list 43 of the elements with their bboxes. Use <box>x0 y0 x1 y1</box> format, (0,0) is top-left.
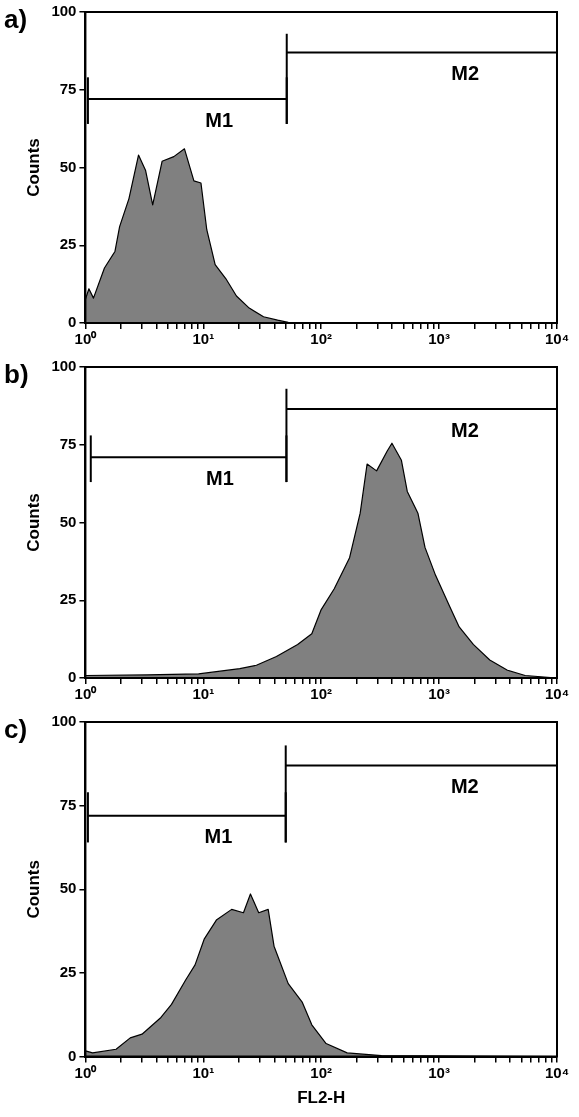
y-tick-label: 0 <box>68 668 77 686</box>
y-tick-label: 50 <box>59 157 77 175</box>
x-tick-label: 10² <box>310 1063 333 1081</box>
x-tick-label: 10² <box>310 685 333 703</box>
series-label: M2 <box>451 61 480 84</box>
chart-title: b) <box>4 359 29 390</box>
y-axis-title: Counts <box>23 138 43 197</box>
y-tick-label: 100 <box>51 712 77 730</box>
x-tick-label: 10¹ <box>192 1063 215 1081</box>
x-tick-label: 10³ <box>428 330 450 348</box>
chart-title: c) <box>4 714 28 745</box>
x-tick-label: 10⁰ <box>74 1063 98 1081</box>
y-tick-label: 100 <box>51 357 77 375</box>
series-label: M1 <box>204 825 233 848</box>
x-tick-label: 10⁰ <box>74 685 98 703</box>
x-tick-label: 10⁴ <box>544 330 570 348</box>
series-label: M1 <box>206 466 234 489</box>
x-tick-label: 10³ <box>428 1063 450 1081</box>
series-label: M2 <box>450 775 479 798</box>
y-tick-label: 25 <box>59 235 77 253</box>
y-tick-label: 75 <box>59 434 77 452</box>
series-label: M1 <box>205 108 234 131</box>
y-tick-label: 75 <box>59 79 77 97</box>
y-axis-title: Counts <box>23 493 43 552</box>
y-tick-label: 0 <box>68 313 77 331</box>
y-tick-label: 50 <box>59 512 77 530</box>
x-axis-title: FL2-H <box>297 1088 346 1108</box>
y-tick-label: 25 <box>59 963 77 981</box>
y-tick-label: 50 <box>59 879 77 897</box>
x-tick-label: 10¹ <box>192 685 215 703</box>
series-label: M2 <box>451 418 479 441</box>
x-tick-label: 10¹ <box>192 330 215 348</box>
y-axis-title: Counts <box>23 860 43 919</box>
y-tick-label: 100 <box>51 2 77 20</box>
y-tick-label: 25 <box>59 590 77 608</box>
y-tick-label: 75 <box>59 795 77 813</box>
x-tick-label: 10³ <box>428 685 450 703</box>
chart-title: a) <box>4 4 28 35</box>
x-tick-label: 10² <box>310 330 333 348</box>
x-tick-label: 10⁰ <box>74 330 98 348</box>
y-tick-label: 0 <box>68 1046 77 1064</box>
x-tick-label: 10⁴ <box>544 1063 570 1081</box>
x-tick-label: 10⁴ <box>544 685 570 703</box>
